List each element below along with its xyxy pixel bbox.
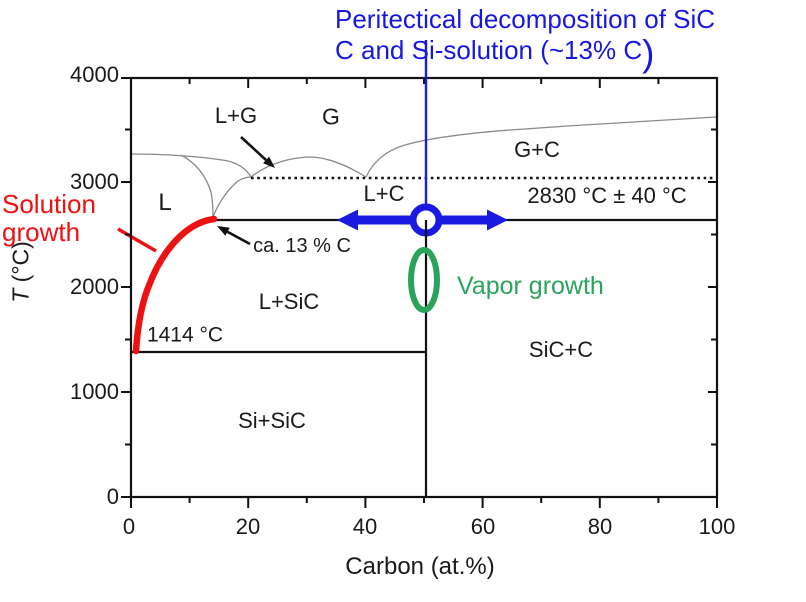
region-label-sicc: SiC+C [528, 337, 594, 362]
vapor-growth-label: Vapor growth [457, 272, 604, 300]
red-liquidus-curve [132, 215, 218, 355]
label-2830c: 2830 °C ± 40 °C [527, 183, 687, 208]
y-tick-0: 0 [106, 484, 119, 509]
x-tick-20: 20 [235, 514, 261, 539]
label-ca13: ca. 13 % C [253, 235, 351, 257]
region-label-lsic: L+SiC [258, 289, 320, 314]
region-label-sisic: Si+SiC [238, 408, 306, 433]
x-axis-title: Carbon (at.%) [345, 553, 495, 580]
lg-arrow [240, 136, 275, 168]
region-label-lg: L+G [214, 103, 258, 128]
title-big-paren: ) [642, 33, 655, 74]
ca13-arrow [217, 226, 251, 246]
x-tick-80: 80 [587, 514, 613, 539]
y-tick-2000: 2000 [70, 274, 119, 299]
solution-growth-label: Solution growth [2, 189, 96, 247]
title-line2: C and Si-solution (~13% C) [335, 33, 655, 74]
x-tick-60: 60 [470, 514, 496, 539]
x-tick-40: 40 [352, 514, 378, 539]
vapor-growth-ellipse [408, 247, 440, 313]
y-tick-1000: 1000 [70, 379, 119, 404]
slide-title: Peritectical decomposition of SiC C and … [335, 4, 716, 74]
region-label-l: L [158, 189, 172, 216]
region-label-g: G [322, 103, 340, 130]
label-1414c: 1414 °C [146, 323, 224, 347]
x-tick-100: 100 [698, 514, 736, 539]
x-tick-0: 0 [122, 514, 136, 539]
region-label-gc: G+C [514, 137, 560, 162]
y-axis-title: T (°C) [7, 241, 34, 303]
y-tick-4000: 4000 [70, 62, 119, 87]
solution-growth-pointer-line [117, 227, 157, 253]
title-line1: Peritectical decomposition of SiC [335, 4, 716, 34]
region-label-lc: L+C [363, 181, 405, 206]
axis-ticks [121, 77, 718, 508]
gas-liquid-boundary-curves [130, 116, 717, 218]
y-tick-3000: 3000 [70, 169, 119, 194]
